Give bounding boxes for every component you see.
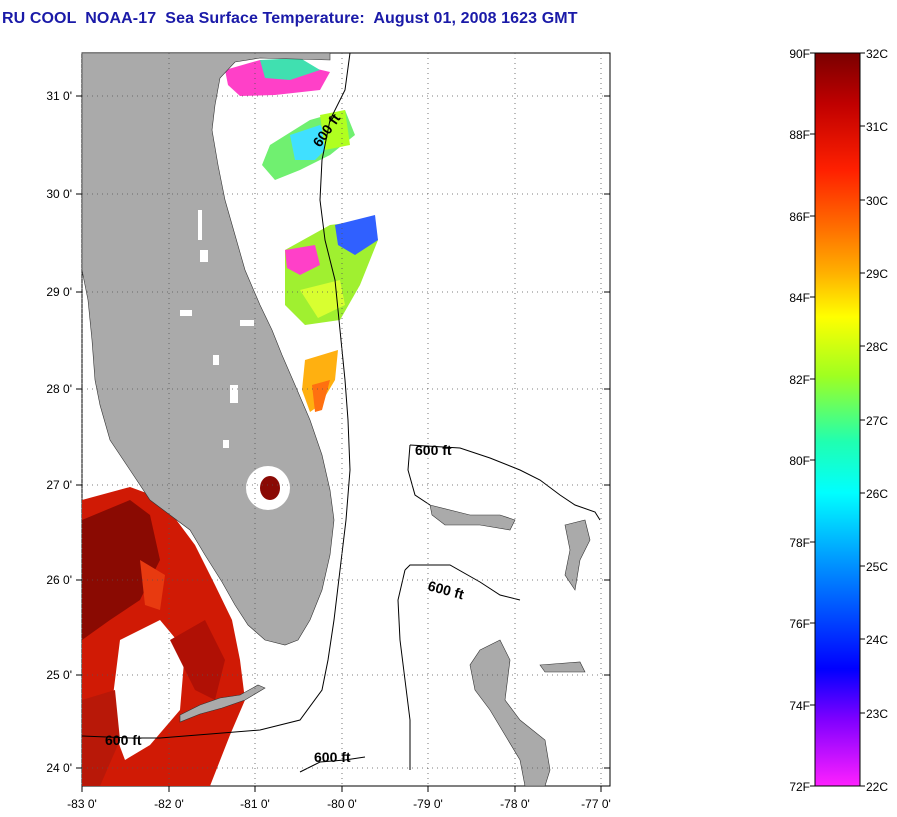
- depth-contours: [82, 53, 601, 773]
- colorbar-c-label: 29C: [866, 267, 888, 281]
- lon-label: -78 0': [500, 797, 530, 811]
- colorbar-f-label: 78F: [789, 536, 810, 550]
- colorbar-f-label: 76F: [789, 617, 810, 631]
- lon-label: -79 0': [413, 797, 443, 811]
- sst-atlantic-patches: [225, 58, 378, 412]
- colorbar-c-label: 22C: [866, 780, 888, 794]
- colorbar-c-label: 25C: [866, 560, 888, 574]
- lat-label: 30 0': [46, 187, 72, 201]
- colorbar-f-label: 88F: [789, 128, 810, 142]
- colorbar-f-label: 74F: [789, 699, 810, 713]
- colorbar-f-label: 80F: [789, 454, 810, 468]
- colorbar-f-labels: 90F 88F 86F 84F 82F 80F 78F 76F 74F 72F: [789, 47, 810, 794]
- lat-label: 24 0': [46, 761, 72, 775]
- colorbar-f-label: 84F: [789, 291, 810, 305]
- longitude-labels: -83 0' -82 0' -81 0' -80 0' -79 0' -78 0…: [67, 797, 611, 811]
- colorbar-f-label: 82F: [789, 373, 810, 387]
- lat-label: 28 0': [46, 382, 72, 396]
- colorbar-f-label: 72F: [789, 780, 810, 794]
- colorbar-c-label: 30C: [866, 194, 888, 208]
- colorbar-c-label: 23C: [866, 707, 888, 721]
- colorbar-c-label: 32C: [866, 47, 888, 61]
- colorbar-c-label: 26C: [866, 487, 888, 501]
- colorbar-c-label: 24C: [866, 633, 888, 647]
- lon-label: -83 0': [67, 797, 97, 811]
- lon-label: -81 0': [240, 797, 270, 811]
- colorbar-f-label: 90F: [789, 47, 810, 61]
- colorbar-c-label: 27C: [866, 414, 888, 428]
- colorbar-c-labels: 32C 31C 30C 29C 28C 27C 26C 25C 24C 23C …: [866, 47, 888, 794]
- map-title: RU COOL NOAA-17 Sea Surface Temperature:…: [2, 10, 578, 27]
- lat-label: 26 0': [46, 573, 72, 587]
- bahamas-land: [429, 504, 591, 786]
- florida-keys: [179, 684, 266, 723]
- colorbar-f-label: 86F: [789, 210, 810, 224]
- lon-label: -77 0': [581, 797, 611, 811]
- graticule: [81, 53, 610, 786]
- lat-label: 31 0': [46, 89, 72, 103]
- lat-label: 29 0': [46, 285, 72, 299]
- latitude-labels: 31 0' 30 0' 29 0' 28 0' 27 0' 26 0' 25 0…: [46, 89, 72, 775]
- colorbar-c-label: 28C: [866, 340, 888, 354]
- colorbar-c-label: 31C: [866, 120, 888, 134]
- colorbar: [814, 52, 861, 787]
- lat-label: 25 0': [46, 668, 72, 682]
- contour-label: 600 ft: [105, 732, 142, 748]
- lon-label: -80 0': [327, 797, 357, 811]
- lon-label: -82 0': [154, 797, 184, 811]
- lat-label: 27 0': [46, 478, 72, 492]
- contour-label: 600 ft: [314, 749, 351, 765]
- contour-label: 600 ft: [415, 442, 452, 458]
